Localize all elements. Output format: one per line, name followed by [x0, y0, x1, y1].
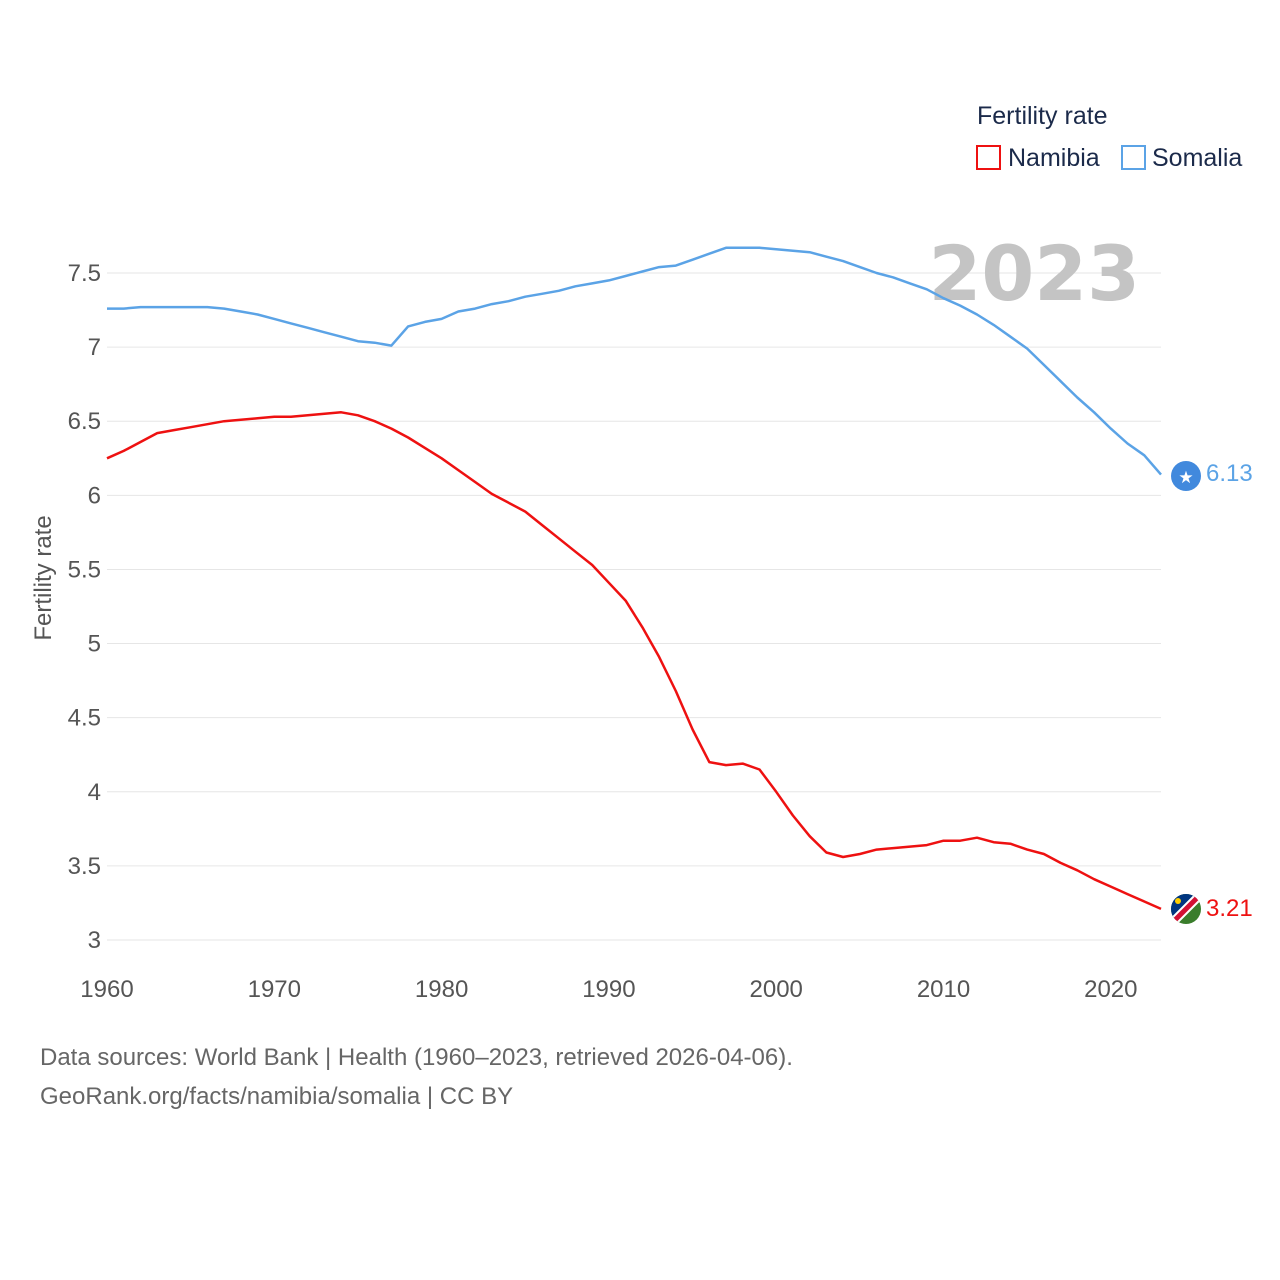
y-tick-label: 7.5: [68, 260, 101, 287]
footer-attribution: GeoRank.org/facts/namibia/somalia | CC B…: [40, 1083, 514, 1110]
fertility-chart: 3 3.5 4 4.5 5 5.5 6 6.5 7 7.5 1960 1970 1980 1990 200…: [30, 102, 1253, 1003]
y-tick-label: 3.5: [68, 853, 101, 880]
y-tick-label: 6: [88, 482, 101, 509]
series-line-somalia[interactable]: [107, 246, 1162, 476]
y-tick-label: 4.5: [68, 705, 101, 732]
series-line-namibia[interactable]: [106, 411, 1162, 911]
y-tick-label: 6.5: [68, 408, 101, 435]
legend: Fertility rate Namibia Somalia: [976, 102, 1242, 172]
x-tick-label: 1980: [415, 976, 468, 1003]
y-tick-label: 4: [88, 779, 101, 806]
y-tick-label: 3: [88, 927, 101, 954]
x-tick-label: 1990: [582, 976, 635, 1003]
y-tick-label: 5: [88, 631, 101, 658]
series-lines: [106, 246, 1162, 911]
y-tick-label: 5.5: [68, 556, 101, 583]
legend-swatch-somalia[interactable]: [1121, 145, 1146, 170]
namibia-end-value: 3.21: [1206, 895, 1253, 922]
legend-title: Fertility rate: [977, 102, 1108, 130]
legend-label-somalia[interactable]: Somalia: [1152, 144, 1242, 172]
y-axis-ticks: 3 3.5 4 4.5 5 5.5 6 6.5 7 7.5: [68, 260, 101, 954]
x-tick-label: 1970: [248, 976, 301, 1003]
x-tick-label: 2010: [917, 976, 970, 1003]
grid-lines: [107, 272, 1161, 941]
footer-source: Data sources: World Bank | Health (1960–…: [40, 1044, 793, 1071]
x-axis-ticks: 1960 1970 1980 1990 2000 2010 2020: [80, 976, 1137, 1003]
svg-text:★: ★: [1178, 468, 1193, 488]
y-tick-label: 7: [88, 334, 101, 361]
x-tick-label: 2020: [1084, 976, 1137, 1003]
legend-swatch-namibia[interactable]: [976, 145, 1001, 170]
y-axis-label: Fertility rate: [30, 515, 57, 640]
x-tick-label: 2000: [750, 976, 803, 1003]
year-label: 2023: [928, 229, 1140, 318]
somalia-flag-icon: ★: [1171, 461, 1201, 491]
namibia-flag-icon: [1171, 894, 1201, 924]
legend-label-namibia[interactable]: Namibia: [1008, 144, 1100, 172]
somalia-end-value: 6.13: [1206, 460, 1253, 487]
x-tick-label: 1960: [80, 976, 133, 1003]
